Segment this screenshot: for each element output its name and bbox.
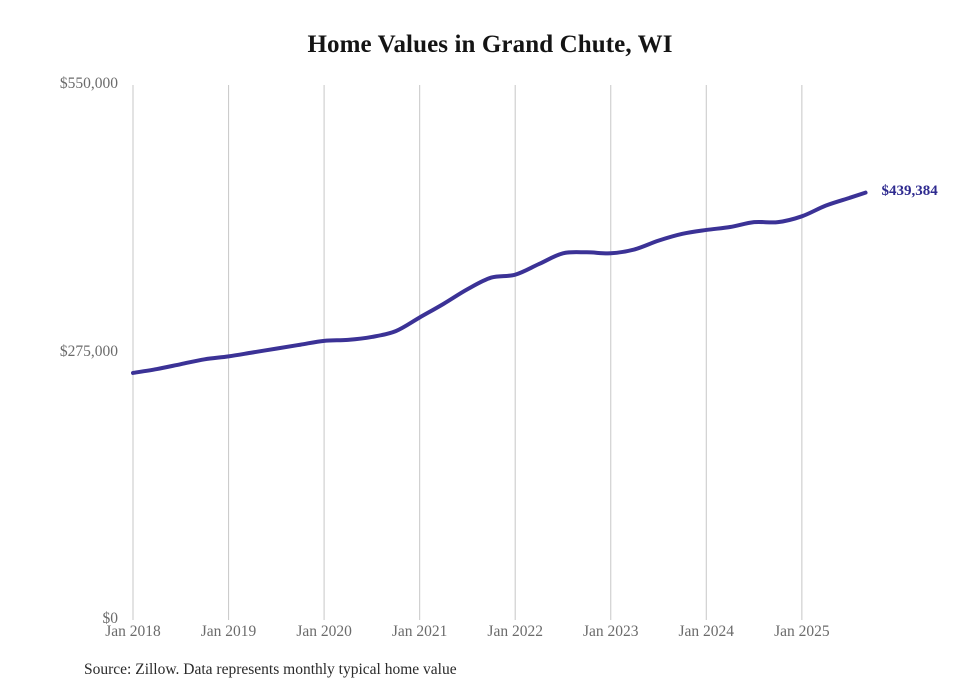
x-axis-tick-label: Jan 2020 [296, 623, 352, 640]
x-axis-tick-label: Jan 2018 [105, 623, 161, 640]
x-axis-tick-label: Jan 2022 [487, 623, 543, 640]
chart-title: Home Values in Grand Chute, WI [307, 31, 673, 58]
y-axis-tick-label: $275,000 [59, 342, 118, 360]
data-line [131, 190, 868, 375]
x-axis-tick-label: Jan 2019 [200, 623, 257, 640]
source-note: Source: Zillow. Data represents monthly … [84, 661, 457, 678]
x-axis-tick-label: Jan 2025 [774, 623, 830, 640]
x-axis-tick-label: Jan 2024 [678, 623, 735, 640]
x-axis-tick-label: Jan 2021 [391, 623, 448, 640]
series-end-value-label: $439,384 [881, 182, 938, 199]
y-axis-tick-label: $0 [102, 610, 119, 627]
x-axis-tick-label: Jan 2023 [582, 623, 639, 640]
y-axis-tick-label: $550,000 [59, 75, 118, 92]
